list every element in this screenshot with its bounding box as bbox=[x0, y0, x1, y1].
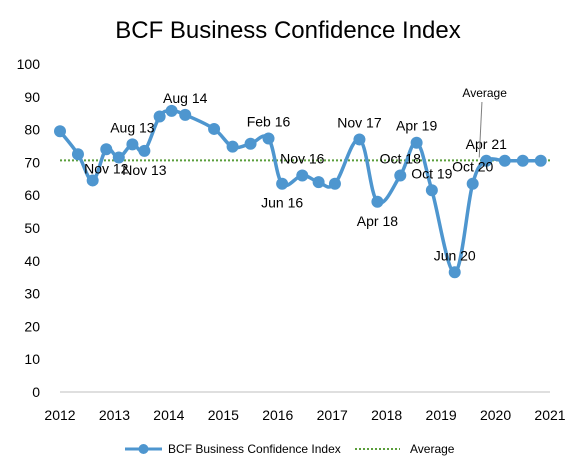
annotation-label: Jun 20 bbox=[434, 247, 476, 263]
data-point bbox=[425, 184, 438, 197]
y-tick-label: 70 bbox=[24, 154, 40, 170]
data-point bbox=[328, 177, 341, 190]
data-point bbox=[410, 136, 423, 149]
data-point bbox=[498, 154, 511, 167]
data-point bbox=[165, 104, 178, 117]
annotation-label: Average bbox=[462, 86, 507, 100]
x-tick-label: 2014 bbox=[153, 407, 184, 423]
data-point bbox=[71, 148, 84, 161]
annotation-label: Apr 21 bbox=[466, 136, 507, 152]
y-tick-label: 40 bbox=[24, 253, 40, 269]
legend-series-marker bbox=[138, 444, 149, 454]
y-tick-label: 90 bbox=[24, 89, 40, 105]
data-point bbox=[276, 177, 289, 190]
data-point bbox=[312, 176, 325, 189]
annotation-label: Nov 12 bbox=[84, 160, 129, 176]
x-tick-label: 2012 bbox=[44, 407, 75, 423]
annotation-label: Aug 13 bbox=[110, 119, 155, 135]
data-point bbox=[371, 195, 384, 208]
data-point bbox=[516, 154, 529, 167]
y-axis: 0 10 20 30 40 50 60 70 80 90 100 bbox=[17, 56, 41, 400]
data-point bbox=[86, 174, 99, 187]
data-point bbox=[226, 140, 239, 153]
annotation-leader bbox=[478, 101, 483, 158]
data-point bbox=[138, 144, 151, 157]
data-point bbox=[153, 110, 166, 123]
y-tick-label: 20 bbox=[24, 318, 40, 334]
y-tick-label: 10 bbox=[24, 351, 40, 367]
chart-title: BCF Business Confidence Index bbox=[115, 17, 461, 44]
annotation-label: Nov 17 bbox=[337, 114, 382, 130]
annotation-label: Apr 19 bbox=[396, 118, 437, 134]
y-tick-label: 60 bbox=[24, 187, 40, 203]
x-tick-label: 2019 bbox=[426, 407, 457, 423]
legend-series-label: BCF Business Confidence Index bbox=[168, 442, 341, 456]
data-point bbox=[126, 138, 139, 151]
x-tick-label: 2020 bbox=[480, 407, 511, 423]
data-point bbox=[394, 169, 407, 182]
y-tick-label: 0 bbox=[32, 384, 40, 400]
annotation-label: Feb 16 bbox=[247, 113, 291, 129]
data-point bbox=[480, 154, 493, 167]
x-tick-label: 2017 bbox=[317, 407, 348, 423]
x-tick-label: 2013 bbox=[99, 407, 130, 423]
annotation-label: Oct 20 bbox=[452, 159, 493, 175]
y-tick-label: 80 bbox=[24, 122, 40, 138]
data-points bbox=[54, 104, 547, 279]
data-point bbox=[448, 266, 461, 279]
x-tick-label: 2018 bbox=[371, 407, 402, 423]
data-point bbox=[244, 137, 257, 150]
data-point bbox=[353, 133, 366, 146]
data-point bbox=[100, 143, 113, 156]
y-tick-label: 30 bbox=[24, 286, 40, 302]
annotation-label: Jun 16 bbox=[261, 195, 303, 211]
annotation-label: Oct 18 bbox=[380, 151, 421, 167]
data-point bbox=[179, 108, 192, 121]
data-point bbox=[296, 169, 309, 182]
data-point bbox=[112, 151, 125, 164]
legend: BCF Business Confidence Index Average bbox=[125, 442, 455, 456]
annotation-label: Apr 18 bbox=[357, 213, 398, 229]
annotation-label: Aug 14 bbox=[163, 90, 208, 106]
legend-average-label: Average bbox=[410, 442, 455, 456]
annotations: Nov 12 Aug 13 Nov 13 Aug 14 Feb 16 Jun 16 Nov … bbox=[84, 86, 507, 263]
data-point bbox=[54, 125, 66, 138]
annotation-label: Nov 16 bbox=[280, 151, 325, 167]
data-point bbox=[534, 154, 547, 167]
y-tick-label: 100 bbox=[17, 56, 41, 72]
data-point bbox=[208, 122, 221, 135]
data-point bbox=[466, 177, 479, 190]
x-tick-label: 2015 bbox=[208, 407, 239, 423]
x-axis: 2012 2013 2014 2015 2016 2017 2018 2019 2020 2021 bbox=[44, 407, 565, 423]
annotation-label: Nov 13 bbox=[122, 162, 167, 178]
y-tick-label: 50 bbox=[24, 220, 40, 236]
data-point bbox=[262, 132, 275, 145]
x-tick-label: 2016 bbox=[262, 407, 293, 423]
annotation-label: Oct 19 bbox=[411, 165, 452, 181]
x-tick-label: 2021 bbox=[534, 407, 565, 423]
